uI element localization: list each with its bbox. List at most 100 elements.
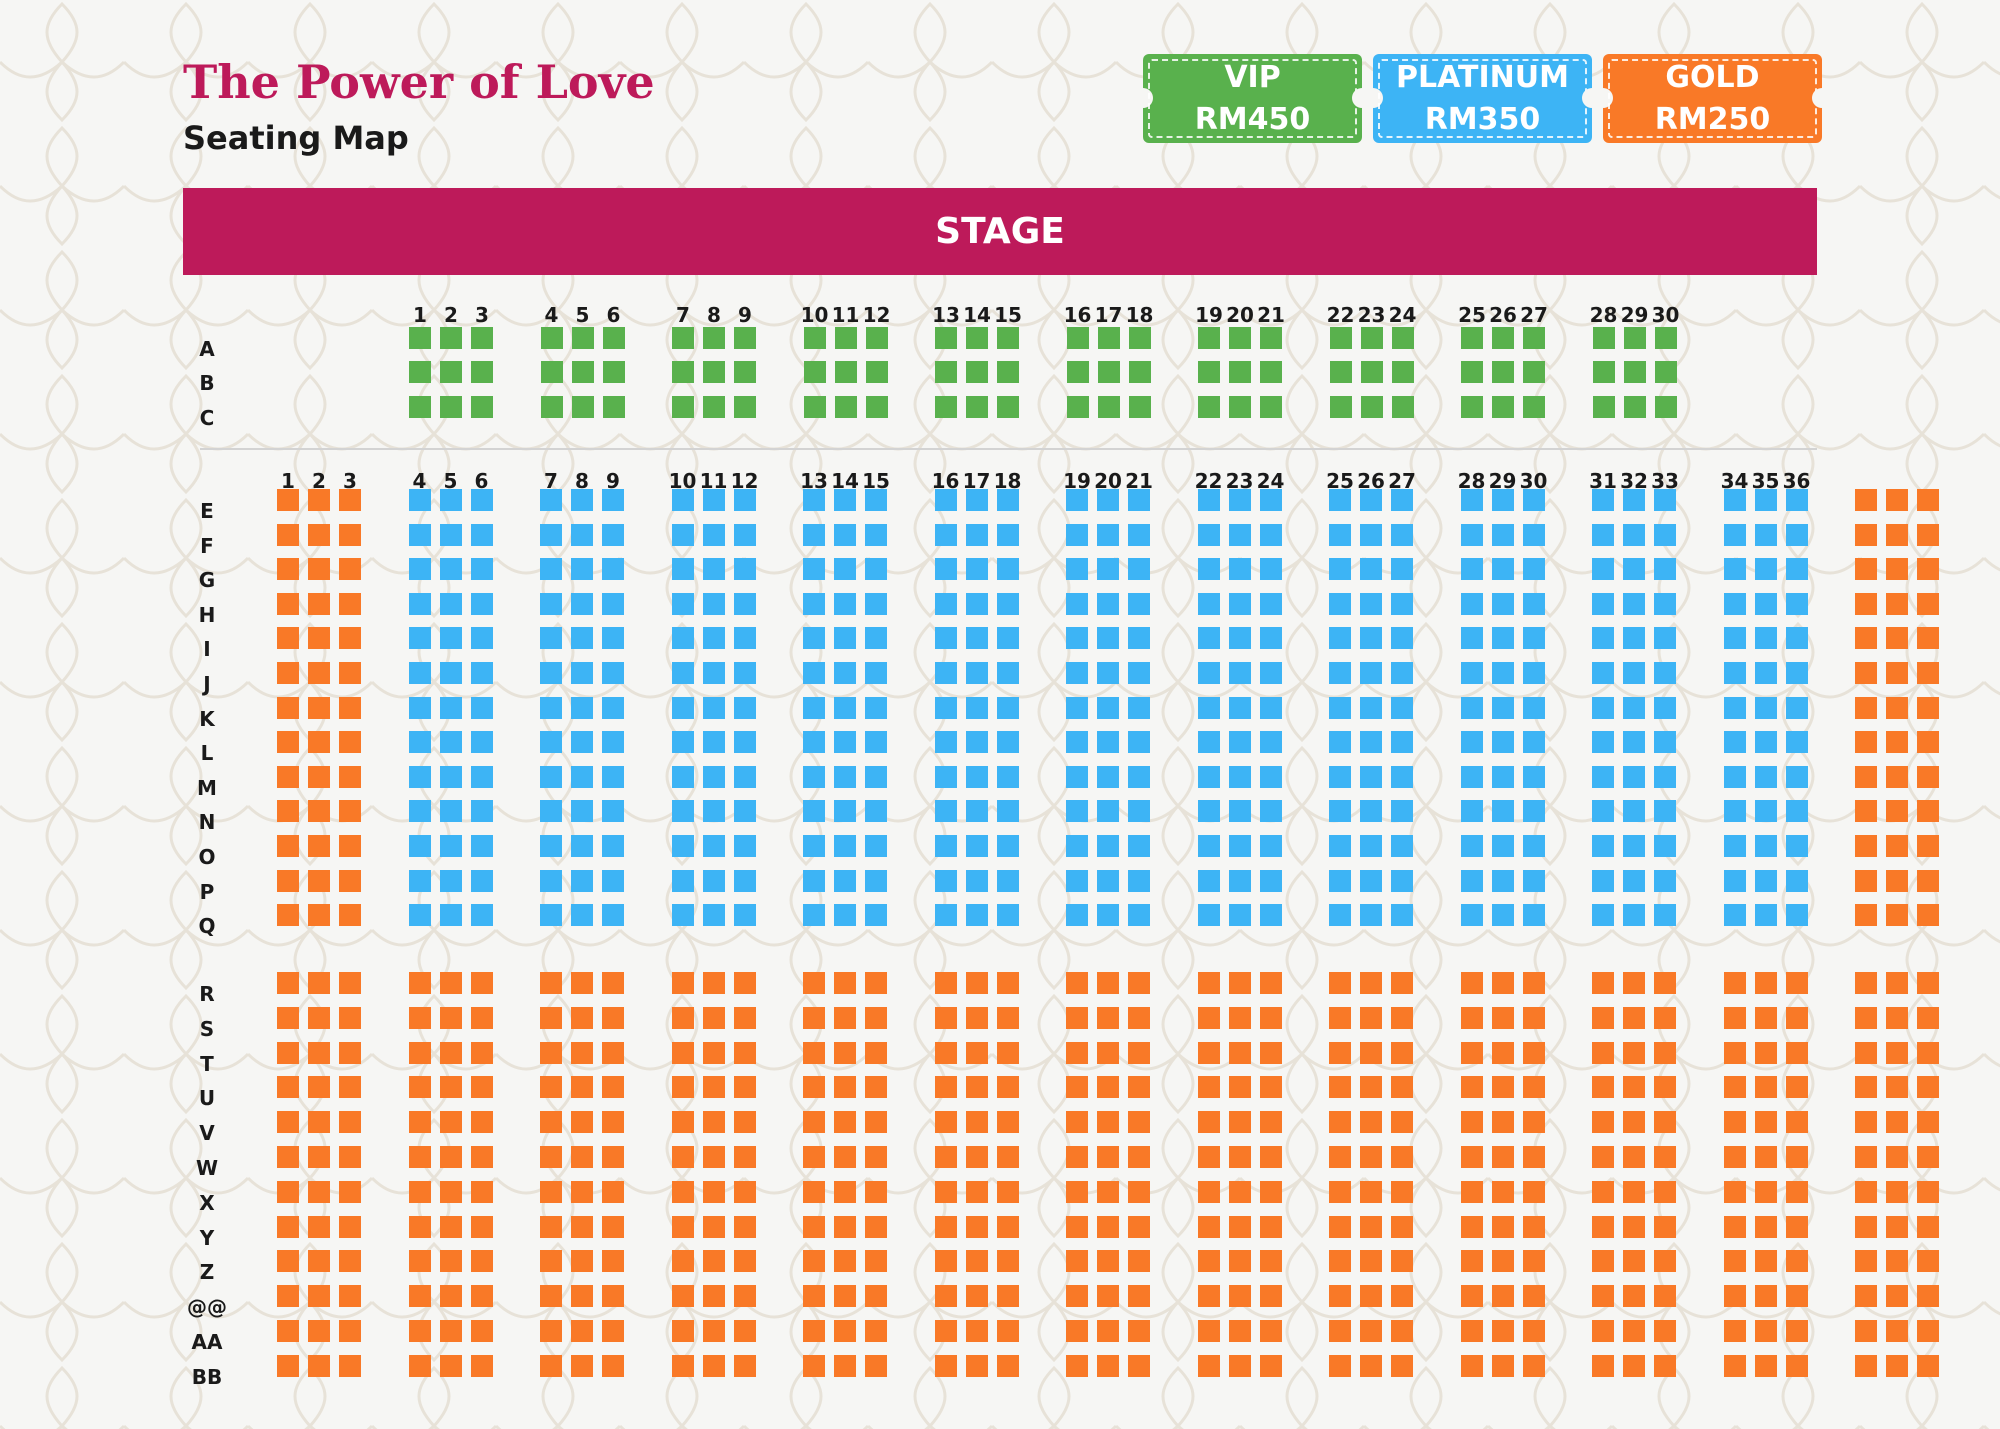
seat-platinum[interactable] <box>1197 696 1220 719</box>
seat-gold[interactable] <box>308 662 330 684</box>
seat-platinum[interactable] <box>865 592 887 615</box>
seat-platinum[interactable] <box>803 489 825 511</box>
seat-platinum[interactable] <box>1723 835 1746 857</box>
seat-platinum[interactable] <box>1329 592 1351 615</box>
seat-gold[interactable] <box>1128 1146 1150 1168</box>
seat-gold[interactable] <box>1917 800 1939 823</box>
seat-gold[interactable] <box>540 1285 562 1308</box>
seat-platinum[interactable] <box>934 765 957 788</box>
seat-platinum[interactable] <box>571 869 593 892</box>
seat-vip[interactable] <box>1391 361 1414 384</box>
seat-gold[interactable] <box>571 1250 593 1273</box>
seat-platinum[interactable] <box>470 869 493 892</box>
seat-platinum[interactable] <box>1360 869 1382 892</box>
seat-gold[interactable] <box>1785 1250 1808 1273</box>
seat-gold[interactable] <box>1197 1285 1220 1308</box>
seat-vip[interactable] <box>1523 327 1545 349</box>
seat-platinum[interactable] <box>1754 800 1777 823</box>
seat-gold[interactable] <box>1592 1041 1614 1064</box>
seat-platinum[interactable] <box>1491 869 1514 892</box>
seat-gold[interactable] <box>602 1111 624 1134</box>
seat-platinum[interactable] <box>1066 835 1088 857</box>
seat-platinum[interactable] <box>1460 558 1483 581</box>
seat-platinum[interactable] <box>602 558 624 581</box>
seat-gold[interactable] <box>339 765 361 788</box>
seat-gold[interactable] <box>1723 1111 1746 1134</box>
seat-gold[interactable] <box>1886 1146 1908 1168</box>
seat-platinum[interactable] <box>1228 800 1251 823</box>
seat-gold[interactable] <box>408 1215 431 1238</box>
seat-gold[interactable] <box>996 1250 1019 1273</box>
seat-platinum[interactable] <box>1228 558 1251 581</box>
seat-gold[interactable] <box>308 1354 330 1377</box>
seat-vip[interactable] <box>1066 361 1089 384</box>
seat-gold[interactable] <box>1917 1250 1939 1273</box>
seat-gold[interactable] <box>602 1041 624 1064</box>
seat-gold[interactable] <box>571 1180 593 1203</box>
seat-platinum[interactable] <box>408 904 431 927</box>
seat-gold[interactable] <box>1886 1041 1908 1064</box>
seat-gold[interactable] <box>803 1041 825 1064</box>
seat-gold[interactable] <box>571 1111 593 1134</box>
seat-gold[interactable] <box>803 1111 825 1134</box>
seat-gold[interactable] <box>1128 1285 1150 1308</box>
seat-gold[interactable] <box>540 1215 562 1238</box>
seat-platinum[interactable] <box>1259 592 1282 615</box>
seat-gold[interactable] <box>1197 1354 1220 1377</box>
seat-platinum[interactable] <box>1592 835 1614 857</box>
seat-platinum[interactable] <box>1592 662 1614 684</box>
seat-gold[interactable] <box>1917 1285 1939 1308</box>
seat-platinum[interactable] <box>1391 696 1413 719</box>
seat-gold[interactable] <box>1855 1111 1877 1134</box>
seat-gold[interactable] <box>1066 1146 1088 1168</box>
seat-platinum[interactable] <box>1592 627 1614 650</box>
seat-gold[interactable] <box>671 1320 694 1342</box>
seat-vip[interactable] <box>734 327 756 349</box>
seat-gold[interactable] <box>1066 1180 1088 1203</box>
seat-gold[interactable] <box>1228 1146 1251 1168</box>
seat-platinum[interactable] <box>1754 489 1777 511</box>
seat-gold[interactable] <box>834 1111 856 1134</box>
seat-gold[interactable] <box>733 1180 756 1203</box>
seat-platinum[interactable] <box>1097 558 1119 581</box>
seat-gold[interactable] <box>865 1180 887 1203</box>
seat-gold[interactable] <box>408 1041 431 1064</box>
seat-gold[interactable] <box>1886 1215 1908 1238</box>
seat-platinum[interactable] <box>934 696 957 719</box>
seat-platinum[interactable] <box>1259 558 1282 581</box>
seat-platinum[interactable] <box>834 835 856 857</box>
seat-platinum[interactable] <box>996 523 1019 546</box>
seat-vip[interactable] <box>1260 395 1282 418</box>
seat-gold[interactable] <box>1097 1250 1119 1273</box>
seat-gold[interactable] <box>277 1180 299 1203</box>
seat-vip[interactable] <box>471 327 493 349</box>
seat-platinum[interactable] <box>803 869 825 892</box>
seat-gold[interactable] <box>1723 1006 1746 1029</box>
seat-gold[interactable] <box>308 1041 330 1064</box>
seat-gold[interactable] <box>1886 523 1908 546</box>
seat-gold[interactable] <box>865 1006 887 1029</box>
seat-gold[interactable] <box>965 972 988 994</box>
seat-vip[interactable] <box>734 395 756 418</box>
seat-platinum[interactable] <box>1259 662 1282 684</box>
seat-gold[interactable] <box>1066 1215 1088 1238</box>
seat-platinum[interactable] <box>934 662 957 684</box>
seat-gold[interactable] <box>1128 1111 1150 1134</box>
seat-platinum[interactable] <box>865 662 887 684</box>
seat-gold[interactable] <box>540 1006 562 1029</box>
seat-gold[interactable] <box>1886 800 1908 823</box>
seat-platinum[interactable] <box>1592 800 1614 823</box>
seat-platinum[interactable] <box>1097 696 1119 719</box>
seat-gold[interactable] <box>1623 1111 1645 1134</box>
seat-platinum[interactable] <box>1522 696 1545 719</box>
seat-gold[interactable] <box>1917 1041 1939 1064</box>
seat-gold[interactable] <box>834 1076 856 1099</box>
seat-platinum[interactable] <box>733 558 756 581</box>
seat-platinum[interactable] <box>439 523 462 546</box>
seat-gold[interactable] <box>865 1041 887 1064</box>
seat-gold[interactable] <box>1128 972 1150 994</box>
seat-gold[interactable] <box>934 1006 957 1029</box>
seat-gold[interactable] <box>540 972 562 994</box>
seat-gold[interactable] <box>1329 1180 1351 1203</box>
seat-platinum[interactable] <box>1197 627 1220 650</box>
